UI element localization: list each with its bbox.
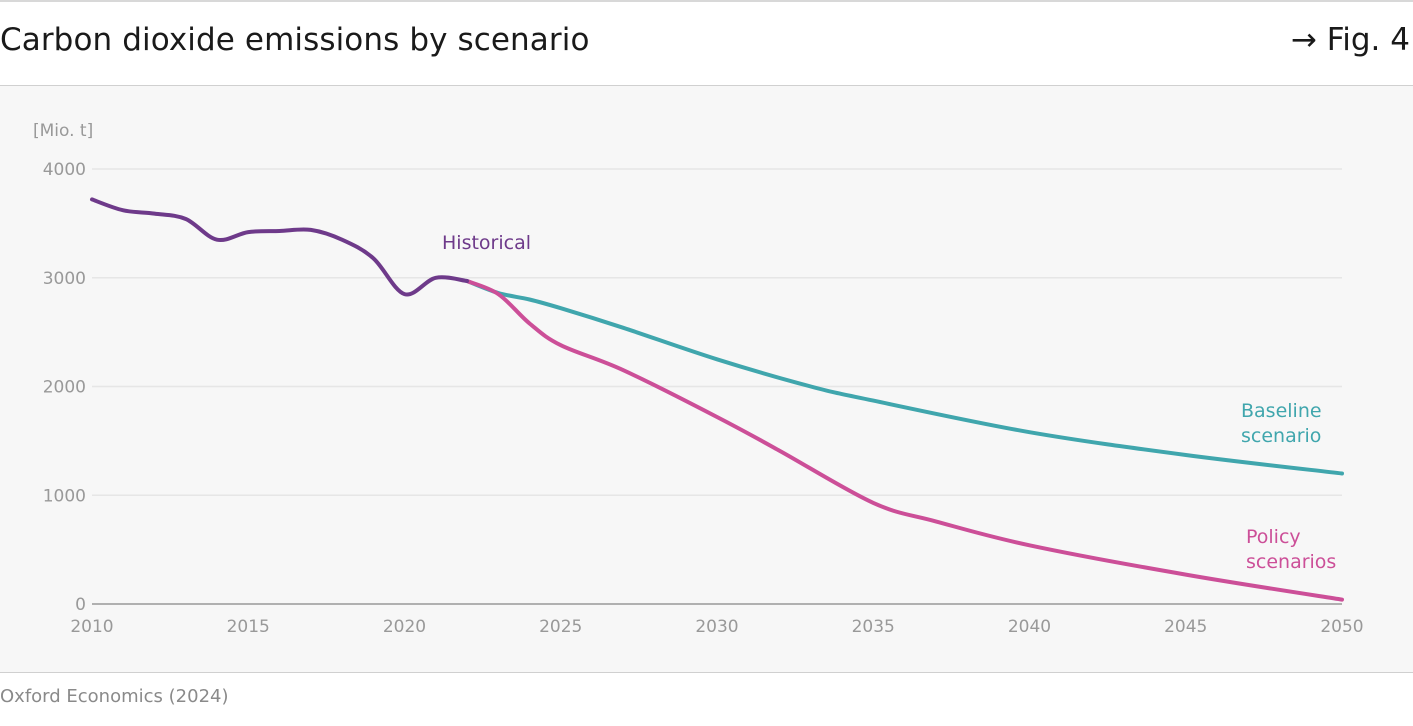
series-label-line: Policy	[1246, 526, 1301, 548]
x-tick-label-2015: 2015	[227, 617, 270, 637]
x-tick-label-2030: 2030	[695, 617, 738, 637]
x-tick-label-2010: 2010	[70, 617, 113, 637]
page-title: Carbon dioxide emissions by scenario	[0, 22, 590, 58]
y-tick-label-1000: 1000	[43, 486, 86, 506]
series-label-policy: Policy scenarios	[1246, 526, 1336, 573]
x-tick-label-2040: 2040	[1008, 617, 1051, 637]
x-tick-label-2025: 2025	[539, 617, 582, 637]
source-note: Oxford Economics (2024)	[0, 686, 229, 707]
series-label-line: Historical	[442, 232, 531, 254]
series-line-baseline	[465, 279, 1344, 476]
y-tick-label-3000: 3000	[43, 269, 86, 289]
y-axis-unit-label: [Mio. t]	[33, 121, 93, 141]
series-line-policy	[465, 279, 1344, 602]
series-label-line: Baseline	[1241, 400, 1322, 422]
chart-panel: 0 1000 2000 3000 4000 2010 2015 2020 2025 2030 20…	[0, 86, 1413, 673]
grid-lines	[92, 168, 1342, 496]
top-rule	[0, 0, 1413, 2]
series-label-baseline: Baseline scenario	[1241, 400, 1322, 447]
figure-reference-link[interactable]: → Fig. 4	[1290, 22, 1410, 58]
series-label-historical: Historical	[442, 232, 531, 254]
series-lines	[90, 197, 1344, 602]
x-tick-label-2045: 2045	[1164, 617, 1207, 637]
y-axis-ticks: 0 1000 2000 3000 4000	[43, 160, 86, 615]
series-label-line: scenarios	[1246, 551, 1336, 573]
series-line-historical	[90, 197, 469, 297]
y-tick-label-0: 0	[75, 595, 86, 615]
y-tick-label-4000: 4000	[43, 160, 86, 180]
x-tick-label-2035: 2035	[852, 617, 895, 637]
series-label-line: scenario	[1241, 425, 1321, 447]
x-tick-label-2020: 2020	[383, 617, 426, 637]
x-tick-label-2050: 2050	[1320, 617, 1363, 637]
y-tick-label-2000: 2000	[43, 378, 86, 398]
x-axis-ticks: 2010 2015 2020 2025 2030 2035 2040 2045 2050	[70, 617, 1363, 637]
series-labels: Historical Baseline scenario Policy scenario…	[442, 232, 1336, 573]
chart-header: Carbon dioxide emissions by scenario → F…	[0, 0, 1413, 86]
